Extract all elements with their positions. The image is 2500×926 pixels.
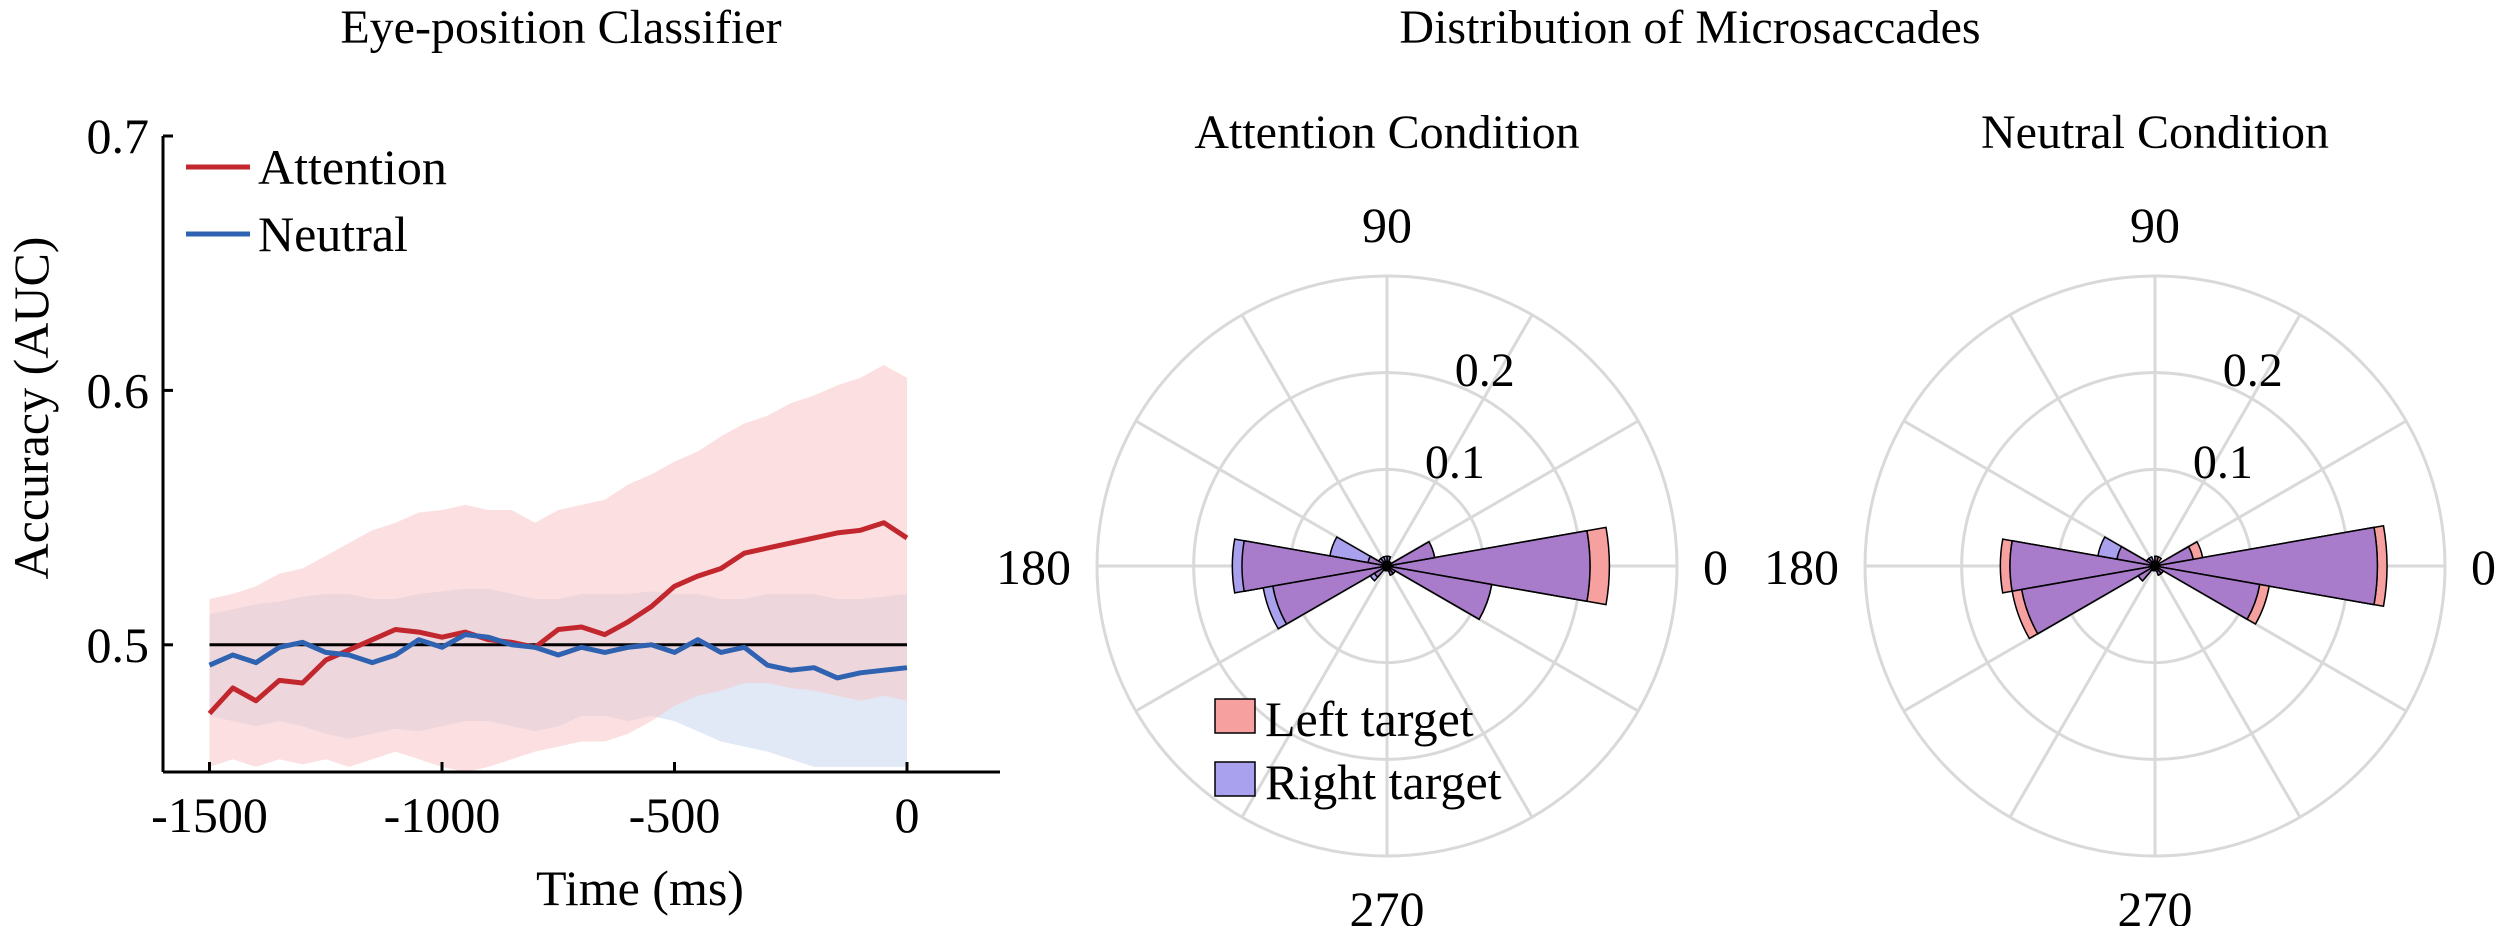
polar-center <box>2151 562 2159 570</box>
polar-legend: Left target Right target <box>1214 691 1502 810</box>
polar-grid-spoke <box>1385 565 1534 818</box>
x-axis-label: Time (ms) <box>536 860 744 916</box>
legend-swatch-left-target <box>1214 698 1256 734</box>
theta-tick-label: 270 <box>1350 881 1425 926</box>
line-neutral <box>208 632 908 681</box>
polar-chart-neutral: Neutral Condition 0 90 180 270 0.1 0.2 <box>1764 106 2496 926</box>
legend-label-left-target: Left target <box>1265 691 1474 747</box>
line-chart-legend: Attention Neutral <box>186 139 447 262</box>
bar-overlap <box>2154 526 2379 606</box>
polar-grid-neutral <box>1863 274 2447 858</box>
polar-grid-spoke <box>2008 565 2157 818</box>
r-tick-label: 0.1 <box>2193 436 2253 489</box>
bar-overlap <box>2020 565 2156 635</box>
polar-group-title: Distribution of Microsaccades <box>1399 1 1980 54</box>
legend-label-right-target: Right target <box>1265 754 1502 810</box>
polar-title-attention: Attention Condition <box>1194 106 1579 159</box>
y-tick-label: 0.5 <box>87 617 150 673</box>
x-tick-label: -1500 <box>151 787 268 843</box>
line-chart-panel: Eye-position Classifier -1500 -1000 -500 0 0… <box>3 1 1000 916</box>
series-lines <box>207 520 909 716</box>
polar-grid-spoke <box>1240 314 1389 567</box>
polar-bars-neutral <box>1999 524 2388 640</box>
bar-overlap <box>2137 565 2156 582</box>
y-tick-label: 0.7 <box>87 108 150 164</box>
polar-title-neutral: Neutral Condition <box>1981 106 2329 159</box>
polar-grid-spoke <box>2008 314 2157 567</box>
bar-overlap <box>1386 565 1493 621</box>
polar-grid-spoke <box>1240 565 1389 818</box>
r-tick-label: 0.1 <box>1425 436 1485 489</box>
x-tick-label: -500 <box>629 787 721 843</box>
polar-grid-attention <box>1095 274 1679 858</box>
bar-overlap <box>1271 565 1388 626</box>
x-tick-label: -1000 <box>384 787 501 843</box>
polar-grid-spoke <box>2153 314 2302 567</box>
bar-overlap <box>1386 529 1591 603</box>
y-axis-label: Accuracy (AUC) <box>3 237 59 580</box>
confidence-bands <box>209 365 907 772</box>
bar-overlap <box>1241 539 1388 593</box>
r-tick-label: 0.2 <box>1455 344 1515 397</box>
y-tick-label: 0.6 <box>87 362 150 418</box>
line-attention <box>207 520 909 716</box>
line-chart-tick-labels: -1500 -1000 -500 0 0.5 0.6 0.7 <box>87 108 920 843</box>
line-chart-title: Eye-position Classifier <box>340 1 781 54</box>
line-chart-axes <box>161 134 1000 774</box>
theta-tick-label: 180 <box>1764 539 1839 595</box>
legend-label-neutral: Neutral <box>258 206 408 262</box>
x-tick-label: 0 <box>895 787 920 843</box>
theta-tick-label: 180 <box>996 539 1071 595</box>
theta-tick-label: 90 <box>1362 197 1412 253</box>
legend-swatch-right-target <box>1214 761 1256 797</box>
polar-center <box>1383 562 1391 570</box>
theta-tick-label: 270 <box>2118 881 2193 926</box>
bar-overlap <box>2154 565 2261 621</box>
theta-tick-label: 0 <box>1703 539 1728 595</box>
polar-chart-attention: Attention Condition 0 90 180 270 0.1 0.2 Left… <box>996 106 1728 926</box>
bar-overlap <box>2154 545 2194 567</box>
band-attention <box>209 365 907 772</box>
polar-bars-attention <box>1231 526 1611 630</box>
r-tick-label: 0.2 <box>2223 344 2283 397</box>
theta-tick-label: 90 <box>2130 197 2180 253</box>
theta-tick-label: 0 <box>2471 539 2496 595</box>
polar-grid-spoke <box>1385 314 1534 567</box>
bar-overlap <box>1386 540 1436 567</box>
polar-grid-spoke <box>2153 565 2302 818</box>
polar-labels-attention: 0 90 180 270 0.1 0.2 <box>996 197 1728 926</box>
legend-label-attention: Attention <box>258 139 447 195</box>
polar-labels-neutral: 0 90 180 270 0.1 0.2 <box>1764 197 2496 926</box>
